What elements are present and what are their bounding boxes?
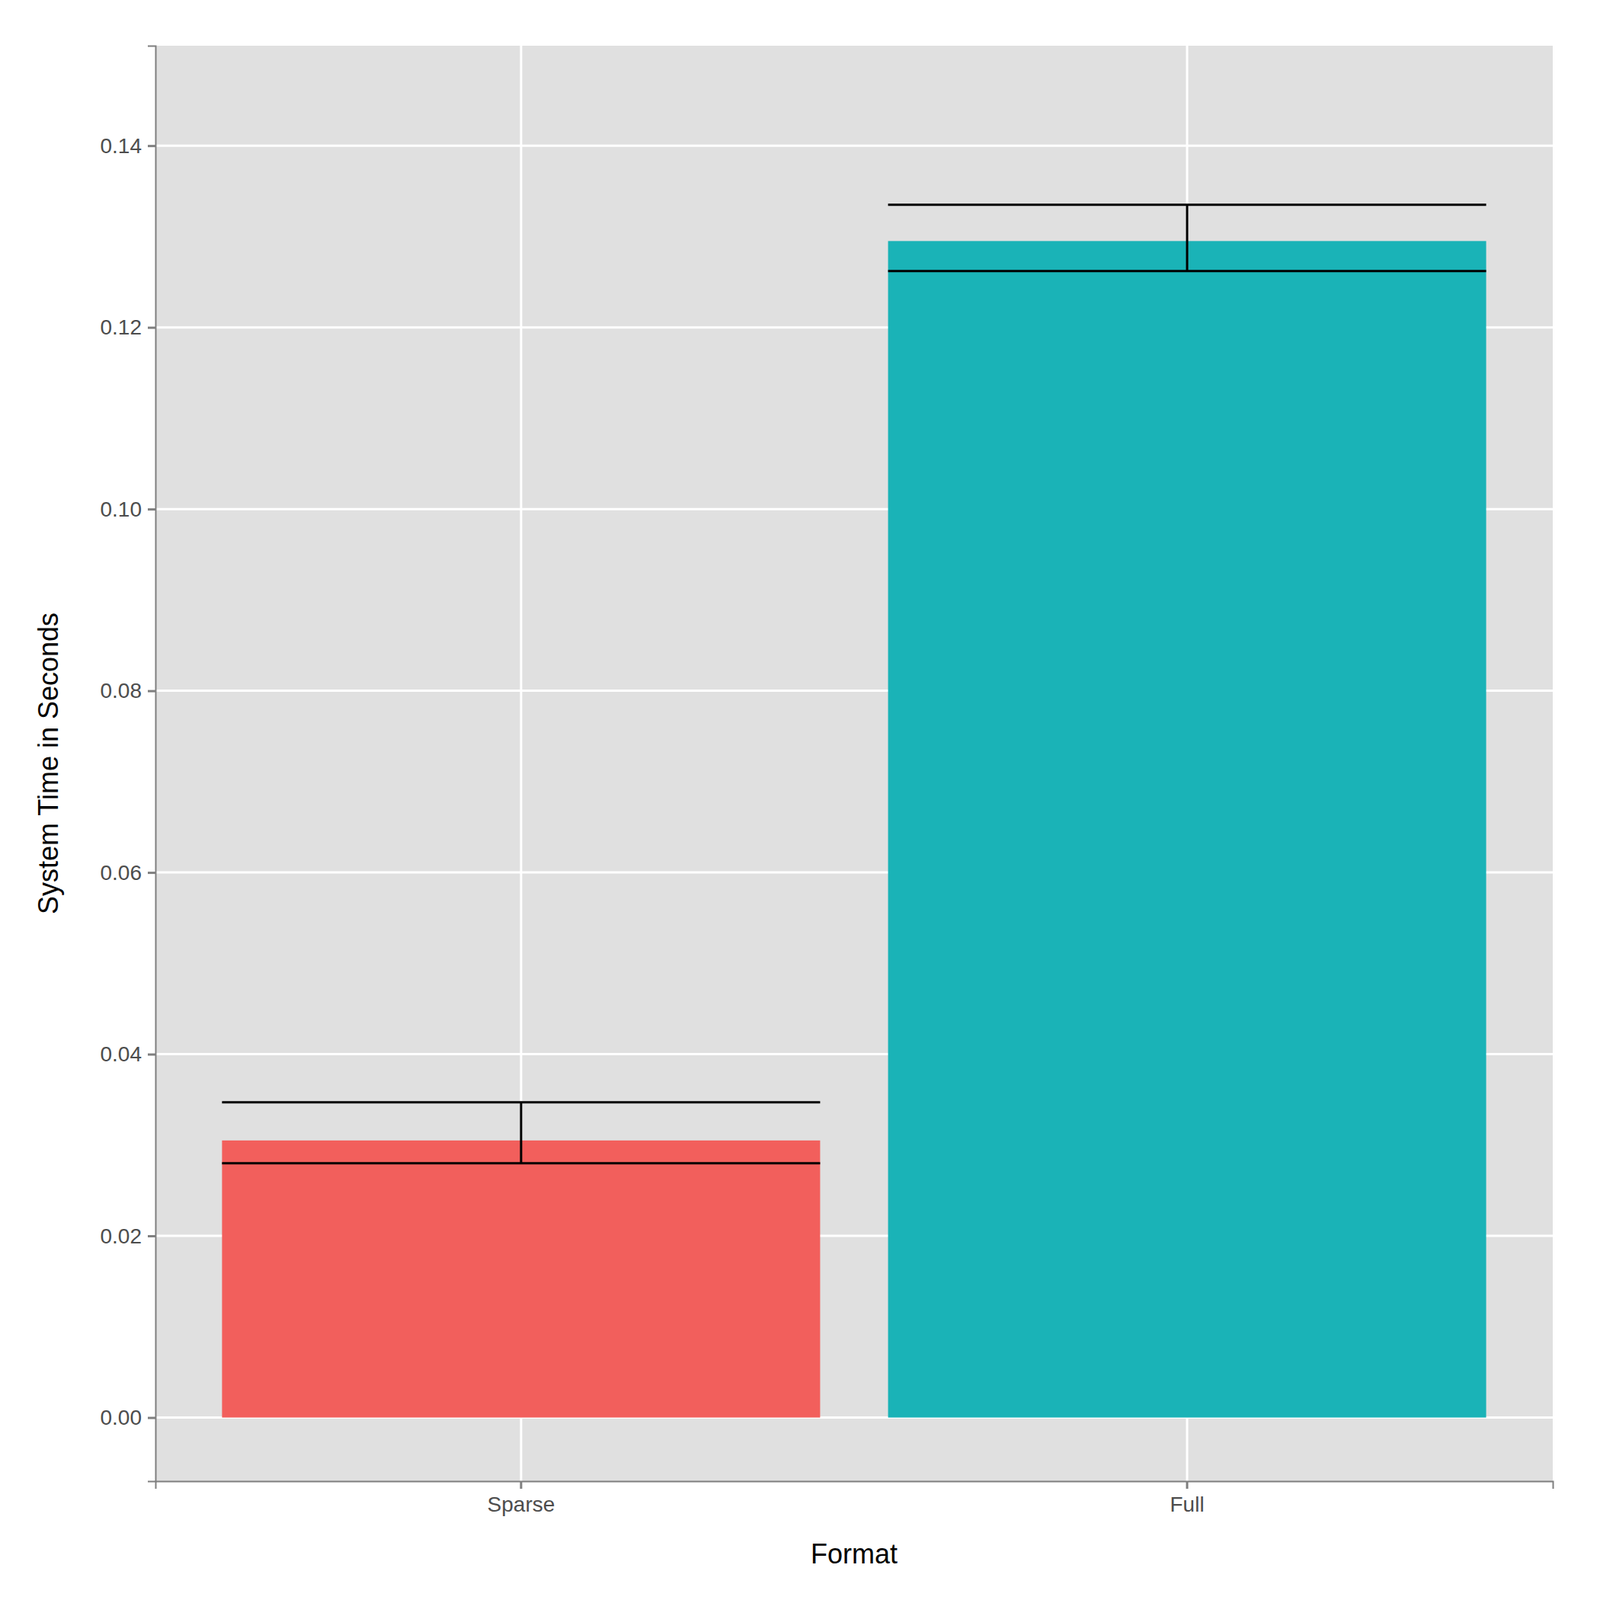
grid: [155, 45, 1553, 1482]
chart: 0.00 0.02 0.04 0.06 0.08 0.10 0.12 0.14 Sparse Fu…: [0, 0, 1600, 1600]
error-bar-cap-upper: [221, 1100, 820, 1104]
y-axis: 0.00 0.02 0.04 0.06 0.08 0.10 0.12 0.14: [100, 46, 157, 1482]
x-axis-title: Format: [810, 1538, 898, 1570]
y-tick: 0.04: [100, 1042, 157, 1066]
y-axis-line: [147, 46, 157, 1482]
y-tick-mark: [147, 1417, 156, 1420]
y-tick-mark: [147, 690, 156, 693]
marks: [221, 204, 1486, 1418]
y-tick-mark: [147, 508, 156, 511]
y-tick-label: 0.10: [100, 497, 143, 522]
y-tick-mark: [147, 326, 156, 330]
x-tick: Sparse: [487, 1481, 556, 1517]
y-tick-label: 0.04: [100, 1042, 143, 1066]
y-grid-line: [155, 144, 1553, 148]
y-tick: 0.12: [100, 315, 157, 340]
y-tick-label: 0.02: [100, 1224, 143, 1248]
y-tick-label: 0.06: [100, 860, 143, 885]
y-tick: 0.00: [100, 1405, 157, 1430]
y-tick: 0.08: [100, 678, 157, 703]
error-bar-cap-upper: [888, 203, 1487, 206]
x-tick-label: Sparse: [487, 1492, 556, 1517]
y-tick-mark: [147, 1053, 156, 1056]
error-bar-stem: [519, 1102, 522, 1164]
x-axis-line: [156, 1481, 1554, 1490]
x-tick-mark: [519, 1481, 522, 1489]
x-tick-label: Full: [1170, 1492, 1205, 1517]
y-tick: 0.14: [100, 134, 157, 158]
x-tick: Full: [1170, 1481, 1205, 1517]
y-tick: 0.10: [100, 497, 157, 522]
y-tick-label: 0.12: [100, 315, 143, 340]
y-tick-mark: [147, 1235, 156, 1238]
x-axis: Sparse Full: [156, 1481, 1554, 1517]
error-bar-cap-lower: [221, 1161, 820, 1165]
y-tick-mark: [147, 144, 156, 148]
error-bar-stem: [1186, 204, 1189, 272]
plot-background: [155, 45, 1553, 1482]
bar: [888, 240, 1487, 1418]
y-axis-title: System Time in Seconds: [32, 612, 64, 915]
y-tick-label: 0.00: [100, 1405, 143, 1430]
x-tick-mark: [1186, 1481, 1189, 1489]
y-tick: 0.06: [100, 860, 157, 885]
bar: [221, 1140, 820, 1418]
error-bar-cap-lower: [888, 269, 1487, 272]
y-tick: 0.02: [100, 1224, 157, 1248]
y-tick-mark: [147, 871, 156, 874]
y-tick-label: 0.14: [100, 134, 143, 158]
y-tick-label: 0.08: [100, 678, 143, 703]
